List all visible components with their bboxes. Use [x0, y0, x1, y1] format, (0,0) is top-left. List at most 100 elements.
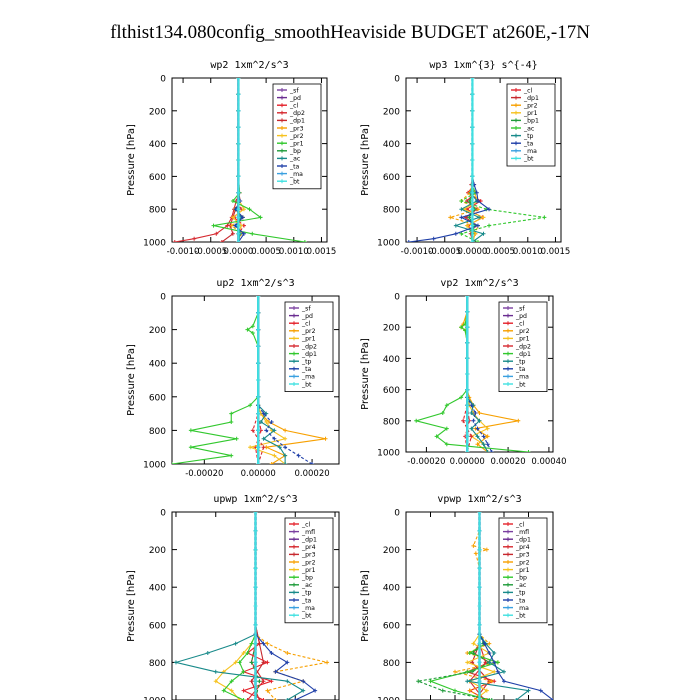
series-point [485, 442, 490, 447]
series-point [492, 660, 497, 665]
series-point [236, 108, 241, 113]
series-point [241, 651, 246, 655]
series-point [471, 651, 476, 655]
y-tick-label: 400 [149, 140, 166, 150]
legend-marker [506, 560, 510, 564]
legend-label: _dp1 [301, 537, 317, 544]
legend-label: _tp [301, 359, 312, 366]
chart-panel-5: vpwp 1xm^2/s^3 Pressure [hPa] 0 200 400 600 80… [360, 494, 554, 700]
legend-label: _ac [515, 582, 527, 589]
series-point [230, 215, 235, 220]
legend: _sf_pd_cl_pr2_pr1_dp2_dp1_tp_ta_ma_bt [498, 301, 548, 392]
y-tick-label: 800 [149, 206, 166, 216]
y-tick-label: 0 [160, 509, 166, 519]
series-point [475, 434, 480, 439]
series-point [470, 207, 475, 212]
legend-marker [506, 382, 510, 386]
series-point [467, 651, 472, 655]
legend-label: _ta [301, 597, 312, 604]
series-point [406, 240, 411, 242]
series-point [229, 411, 234, 416]
legend-label: _dp1 [515, 537, 531, 544]
legend-label: _mfl [515, 529, 529, 536]
legend-label: _ta [515, 597, 526, 604]
series-point [526, 450, 531, 452]
series-point [470, 223, 475, 228]
series-point [241, 231, 246, 236]
series-point [229, 453, 234, 458]
legend-marker [506, 366, 510, 371]
y-axis-label: Pressure [hPa] [360, 338, 371, 410]
series-point [236, 141, 241, 146]
x-tick-label: -0.00020 [407, 457, 445, 467]
x-tick-label: 0.0000 [458, 247, 488, 257]
y-tick-label: 400 [383, 140, 400, 150]
series-point [172, 462, 174, 464]
plot-frame [405, 77, 562, 243]
series-point [241, 207, 246, 212]
series-point [465, 660, 470, 665]
series-line-ta [257, 296, 313, 464]
legend-marker [514, 118, 518, 123]
x-tick-label: 0.0005 [251, 247, 281, 257]
y-tick-label: 0 [394, 75, 400, 85]
legend-label: _pr1 [289, 141, 304, 148]
y-tick-label: 1000 [377, 449, 400, 459]
series-point [236, 215, 241, 220]
series-point [302, 240, 307, 242]
legend-label: _pr2 [301, 328, 316, 335]
series-point [205, 651, 210, 655]
legend-label: _bp [289, 148, 301, 155]
legend-marker [506, 306, 510, 310]
y-tick-label: 200 [383, 546, 400, 556]
legend-label: _dp1 [515, 351, 531, 358]
legend-label: _pr2 [523, 103, 538, 110]
legend-marker [506, 567, 510, 572]
legend-label: _ma [289, 171, 303, 178]
legend-marker [280, 110, 284, 115]
series-point [236, 231, 241, 236]
series-point [459, 325, 464, 330]
series-point [257, 679, 262, 684]
legend-label: _ac [289, 156, 301, 163]
y-tick-label: 400 [383, 584, 400, 594]
series-point [470, 174, 475, 179]
series-point [487, 698, 492, 700]
series-point [234, 436, 239, 441]
legend-label: _dp2 [301, 343, 317, 350]
series-point [236, 240, 241, 242]
legend-marker [506, 544, 510, 549]
series-point [250, 324, 255, 329]
legend-label: _dp2 [515, 343, 531, 350]
series-point [293, 698, 298, 700]
series-point [261, 436, 266, 441]
legend-label: _ac [523, 125, 535, 132]
series-point [459, 207, 464, 212]
series-point [264, 420, 269, 424]
series-point [485, 426, 490, 431]
series-point [471, 418, 476, 423]
series-point [475, 223, 480, 228]
legend-marker [506, 605, 510, 610]
series-point [434, 434, 439, 439]
legend-label: _tp [523, 133, 534, 140]
series-point [502, 669, 506, 674]
series-point [249, 679, 254, 684]
legend-marker [506, 359, 510, 364]
y-tick-label: 600 [149, 393, 166, 403]
legend-marker [506, 313, 510, 318]
series-point [172, 240, 177, 242]
series-point [444, 403, 449, 408]
series-point [253, 679, 258, 684]
legend-label: _ma [515, 374, 529, 381]
legend-marker [280, 164, 284, 168]
series-point [236, 207, 241, 212]
series-point [475, 240, 480, 242]
series-point [473, 411, 478, 415]
series-point [477, 411, 482, 415]
series-point [502, 679, 506, 684]
series-point [465, 418, 470, 423]
legend-marker [280, 126, 284, 130]
legend-marker [292, 537, 296, 542]
